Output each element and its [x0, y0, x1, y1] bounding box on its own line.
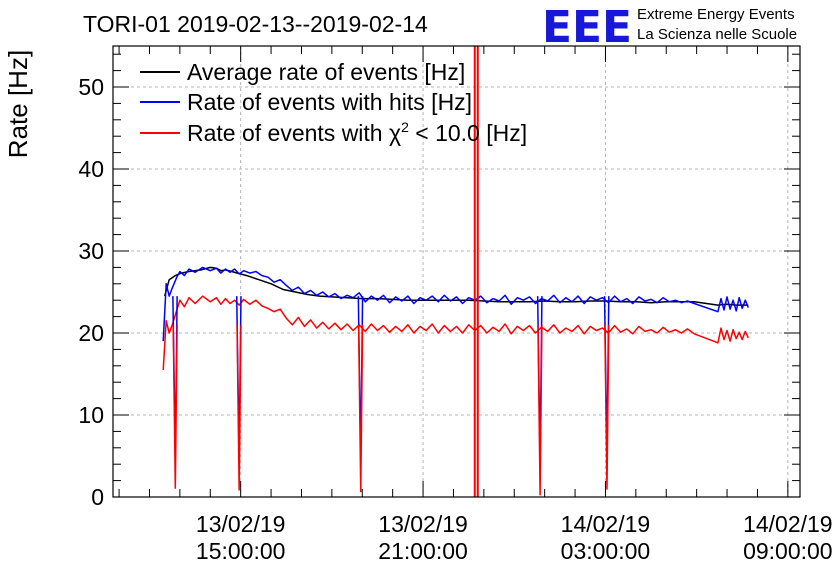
series-line-hits	[162, 266, 749, 342]
chart-title: TORI-01 2019-02-13--2019-02-14	[83, 11, 428, 37]
y-tick-label: 40	[78, 156, 104, 182]
legend-label-hits: Rate of events with hits [Hz]	[187, 89, 472, 115]
x-tick-label-time: 15:00:00	[196, 538, 286, 564]
dip-chi2	[236, 324, 242, 491]
x-tick-label-time: 21:00:00	[378, 538, 468, 564]
series-line-chi2	[162, 295, 749, 370]
legend-label-chi2: Rate of events with χ2 < 10.0 [Hz]	[187, 119, 527, 146]
logo-line-2: La Scienza nelle Scuole	[637, 26, 797, 43]
y-tick-label: 30	[78, 238, 104, 264]
y-tick-labels: 0 10 20 30 40 50	[78, 74, 104, 510]
eee-logo: EEE Extreme Energy Events La Scienza nel…	[542, 2, 797, 53]
x-tick-labels: 13/02/1915:00:0013/02/1921:00:0014/02/19…	[196, 511, 833, 564]
x-tick-label-date: 14/02/19	[743, 511, 833, 537]
dip-chi2	[604, 324, 610, 490]
legend-chi2-prefix: Rate of events with	[187, 120, 383, 146]
y-tick-label: 10	[78, 402, 104, 428]
y-axis-label: Rate [Hz]	[3, 50, 33, 158]
legend-label-average: Average rate of events [Hz]	[187, 59, 465, 85]
legend-chi2-suffix: < 10.0 [Hz]	[409, 120, 527, 146]
plot-frame	[112, 45, 801, 498]
x-tick-label-time: 09:00:00	[743, 538, 833, 564]
eee-logo-mark: EEE	[542, 2, 632, 53]
legend-chi2-superscript: 2	[401, 119, 409, 135]
dip-chi2	[172, 324, 178, 489]
legend: Average rate of events [Hz] Rate of even…	[140, 59, 527, 146]
legend-chi2-symbol: χ	[389, 120, 401, 146]
x-tick-label-date: 13/02/19	[378, 511, 468, 537]
logo-line-1: Extreme Energy Events	[637, 6, 795, 23]
y-tick-label: 0	[91, 484, 104, 510]
x-tick-label-date: 13/02/19	[196, 511, 286, 537]
x-tick-label-date: 14/02/19	[561, 511, 651, 537]
dip-chi2	[357, 324, 364, 493]
dip-chi2	[537, 324, 543, 496]
data-series	[162, 46, 749, 497]
y-tick-label: 20	[78, 320, 104, 346]
y-tick-label: 50	[78, 74, 104, 100]
x-tick-label-time: 03:00:00	[561, 538, 651, 564]
grid-lines	[113, 46, 800, 497]
